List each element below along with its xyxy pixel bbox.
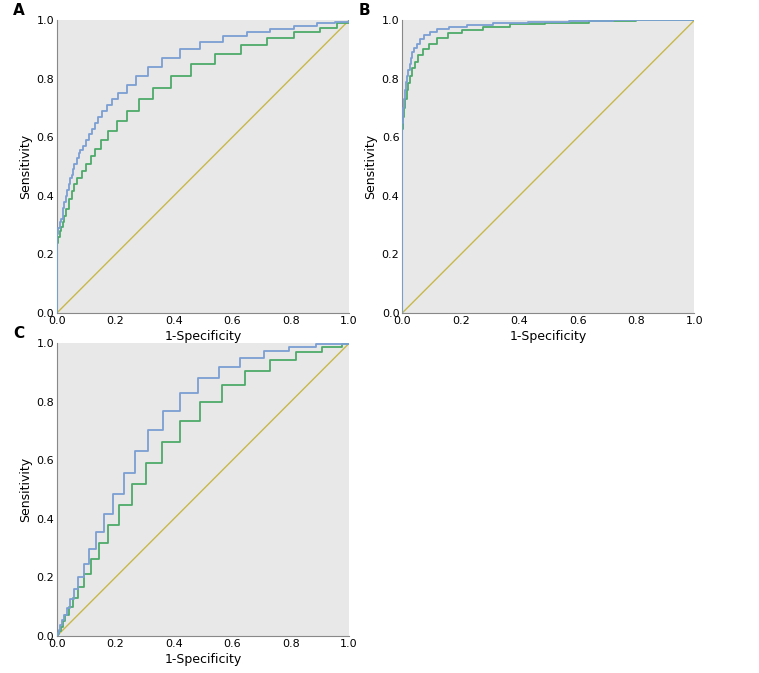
- X-axis label: 1-Specificity: 1-Specificity: [165, 653, 241, 666]
- Text: A: A: [13, 3, 25, 17]
- Y-axis label: Sensitivity: Sensitivity: [19, 134, 32, 199]
- X-axis label: 1-Specificity: 1-Specificity: [510, 330, 587, 343]
- Y-axis label: Sensitivity: Sensitivity: [364, 134, 377, 199]
- Text: C: C: [13, 326, 24, 341]
- X-axis label: 1-Specificity: 1-Specificity: [165, 330, 241, 343]
- Y-axis label: Sensitivity: Sensitivity: [19, 457, 32, 522]
- Text: B: B: [358, 3, 370, 17]
